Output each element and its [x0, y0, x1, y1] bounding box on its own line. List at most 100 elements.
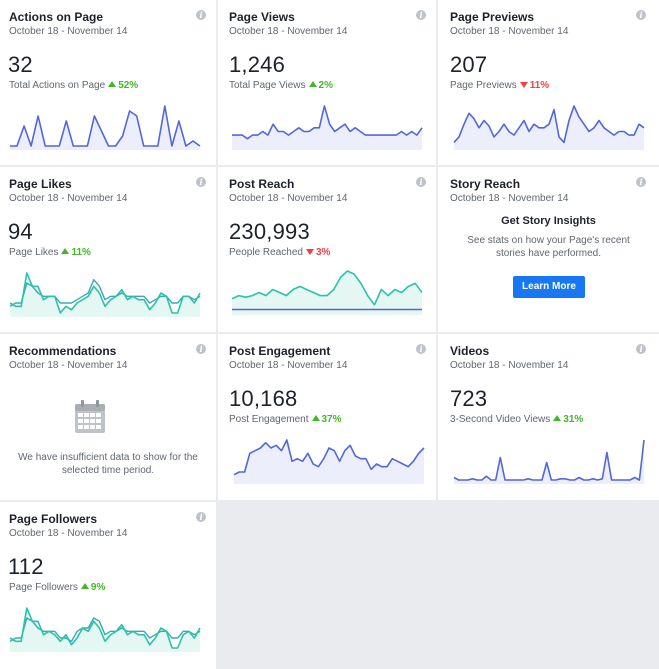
sparkline-area — [454, 440, 644, 484]
trend-up-icon — [553, 415, 562, 421]
trend-up-icon — [80, 583, 89, 589]
metric-label: 3-Second Video Views — [450, 414, 551, 425]
info-icon[interactable]: i — [416, 177, 426, 187]
trend-down-icon — [519, 82, 528, 88]
card-value: 230,993 — [229, 219, 310, 244]
card-date: October 18 - November 14 — [9, 26, 128, 37]
card-page-views[interactable]: Page Views October 18 - November 14 i 1,… — [218, 0, 436, 165]
metric-label: Total Page Views — [229, 80, 306, 91]
card-metric: Page Followers 9% — [9, 582, 105, 593]
card-value: 10,168 — [229, 386, 298, 411]
card-title: Actions on Page — [9, 10, 104, 24]
sparkline-chart — [9, 607, 201, 652]
sparkline-area — [10, 608, 200, 652]
card-metric: 3-Second Video Views 31% — [450, 414, 583, 425]
metric-label: Total Actions on Page — [9, 80, 106, 91]
sparkline-chart — [232, 105, 423, 150]
card-value: 32 — [8, 52, 33, 77]
card-videos[interactable]: Videos October 18 - November 14 i 723 3-… — [438, 334, 659, 500]
card-date: October 18 - November 14 — [9, 528, 128, 539]
card-recommendations[interactable]: Recommendations October 18 - November 14… — [0, 334, 216, 500]
card-metric: Post Engagement 37% — [229, 414, 342, 425]
card-title: Page Views — [229, 10, 295, 24]
learn-more-button[interactable]: Learn More — [513, 276, 585, 298]
metric-label: Page Followers — [9, 582, 78, 593]
trend-up-icon — [108, 81, 117, 87]
card-metric: Total Actions on Page 52% — [9, 80, 138, 91]
card-metric: Page Likes 11% — [9, 247, 91, 258]
card-title: Recommendations — [9, 344, 117, 358]
card-post-reach[interactable]: Post Reach October 18 - November 14 i 23… — [218, 167, 436, 332]
card-title: Page Followers — [9, 512, 98, 526]
card-title: Videos — [450, 344, 490, 358]
change-percent: 2% — [318, 80, 333, 91]
card-value: 112 — [8, 554, 44, 579]
change-percent: 31% — [563, 414, 584, 425]
sparkline-chart — [453, 439, 645, 484]
change-percent: 11% — [71, 247, 91, 258]
sparkline-area — [454, 106, 644, 150]
info-icon[interactable]: i — [196, 177, 206, 187]
story-insights-text: See stats on how your Page's recent stor… — [467, 235, 630, 259]
sparkline-chart — [10, 105, 201, 150]
card-page-previews[interactable]: Page Previews October 18 - November 14 i… — [438, 0, 659, 165]
metric-label: Page Likes — [9, 247, 59, 258]
metric-label: Page Previews — [450, 80, 517, 91]
card-value: 94 — [8, 219, 33, 244]
calendar-icon — [75, 400, 105, 433]
change-percent: 9% — [90, 582, 106, 593]
card-date: October 18 - November 14 — [450, 26, 569, 37]
card-title: Post Engagement — [229, 344, 331, 358]
sparkline-chart — [231, 270, 423, 315]
change-percent: 52% — [118, 80, 139, 91]
card-title: Post Reach — [229, 177, 295, 191]
card-date: October 18 - November 14 — [450, 360, 569, 371]
card-metric: Total Page Views 2% — [229, 80, 333, 91]
card-value: 207 — [450, 52, 488, 77]
change-percent: 37% — [321, 414, 342, 425]
sparkline-line — [232, 105, 423, 140]
trend-up-icon — [61, 248, 70, 254]
info-icon[interactable]: i — [636, 344, 646, 354]
card-title: Story Reach — [450, 177, 521, 191]
card-value: 1,246 — [229, 52, 286, 77]
trend-up-icon — [311, 415, 320, 421]
sparkline-line — [9, 272, 201, 314]
change-percent: 11% — [529, 80, 550, 91]
trend-up-icon — [308, 81, 317, 87]
story-insights-heading: Get Story Insights — [501, 215, 596, 227]
card-date: October 18 - November 14 — [229, 360, 348, 371]
card-date: October 18 - November 14 — [450, 193, 569, 204]
card-value: 723 — [450, 386, 488, 411]
sparkline-area — [232, 271, 422, 315]
sparkline-area — [232, 106, 422, 150]
card-title: Page Previews — [450, 10, 535, 24]
info-icon[interactable]: i — [636, 177, 646, 187]
info-icon[interactable]: i — [416, 10, 426, 20]
card-story-reach[interactable]: Story Reach October 18 - November 14 i G… — [438, 167, 659, 332]
card-date: October 18 - November 14 — [9, 193, 128, 204]
card-actions-on-page[interactable]: Actions on Page October 18 - November 14… — [0, 0, 216, 165]
card-page-likes[interactable]: Page Likes October 18 - November 14 i 94… — [0, 167, 216, 332]
change-percent: 3% — [315, 247, 331, 258]
sparkline-line — [10, 105, 201, 147]
card-post-engagement[interactable]: Post Engagement October 18 - November 14… — [218, 334, 436, 500]
card-title: Page Likes — [9, 177, 72, 191]
card-date: October 18 - November 14 — [229, 193, 348, 204]
info-icon[interactable]: i — [196, 344, 206, 354]
insufficient-data-text: We have insufficient data to show for th… — [18, 452, 198, 476]
info-icon[interactable]: i — [416, 344, 426, 354]
info-icon[interactable]: i — [636, 10, 646, 20]
sparkline-line — [231, 270, 423, 306]
metric-label: Post Engagement — [229, 414, 309, 425]
card-metric: People Reached 3% — [229, 247, 330, 258]
info-icon[interactable]: i — [196, 512, 206, 522]
card-page-followers[interactable]: Page Followers October 18 - November 14 … — [0, 502, 216, 669]
info-icon[interactable]: i — [196, 10, 206, 20]
sparkline-line — [453, 439, 645, 481]
sparkline-line — [453, 105, 645, 144]
card-date: October 18 - November 14 — [9, 360, 128, 371]
sparkline-chart — [9, 272, 201, 317]
metric-label: People Reached — [229, 247, 303, 258]
